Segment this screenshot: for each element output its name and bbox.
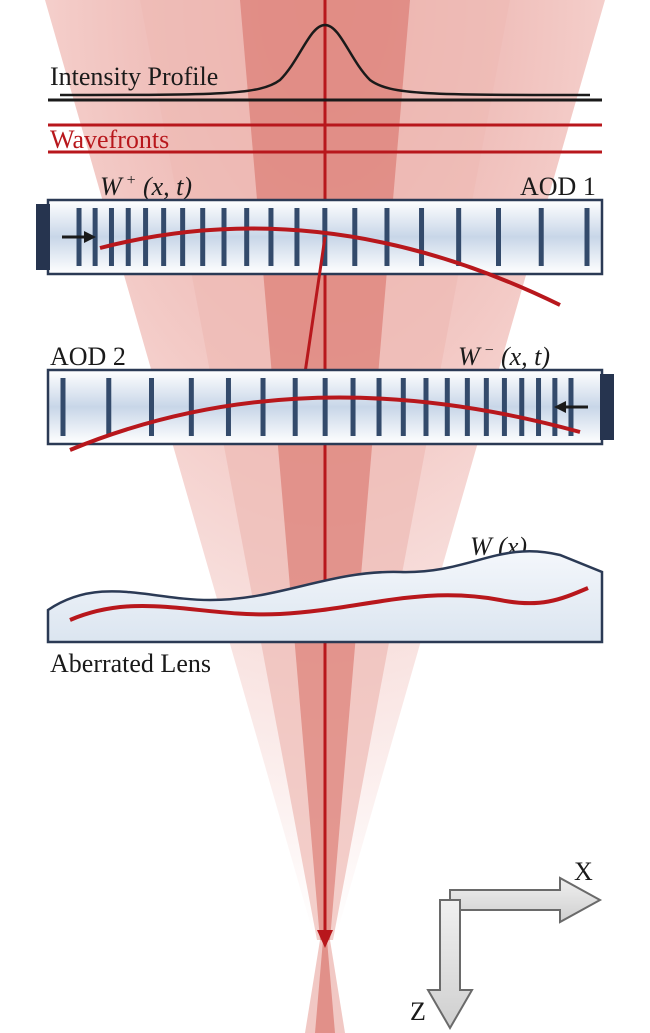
- aod2-transducer: [600, 374, 614, 440]
- aod1: [36, 200, 602, 274]
- coord-axes: [428, 878, 600, 1028]
- intensity-label: Intensity Profile: [50, 62, 218, 91]
- aod1-label: AOD 1: [520, 172, 596, 201]
- wminus-label: W − (x, t): [458, 342, 550, 371]
- axis-x-label: X: [574, 857, 593, 886]
- optics-diagram: Intensity Profile Wavefronts W + (x, t) …: [0, 0, 650, 1033]
- aod2: [48, 370, 614, 444]
- axis-z-label: Z: [410, 997, 426, 1026]
- aod1-transducer: [36, 204, 50, 270]
- wavefronts-label: Wavefronts: [50, 125, 169, 154]
- aod2-label: AOD 2: [50, 342, 126, 371]
- wplus-label: W + (x, t): [100, 172, 192, 201]
- aberrated-label: Aberrated Lens: [50, 649, 211, 678]
